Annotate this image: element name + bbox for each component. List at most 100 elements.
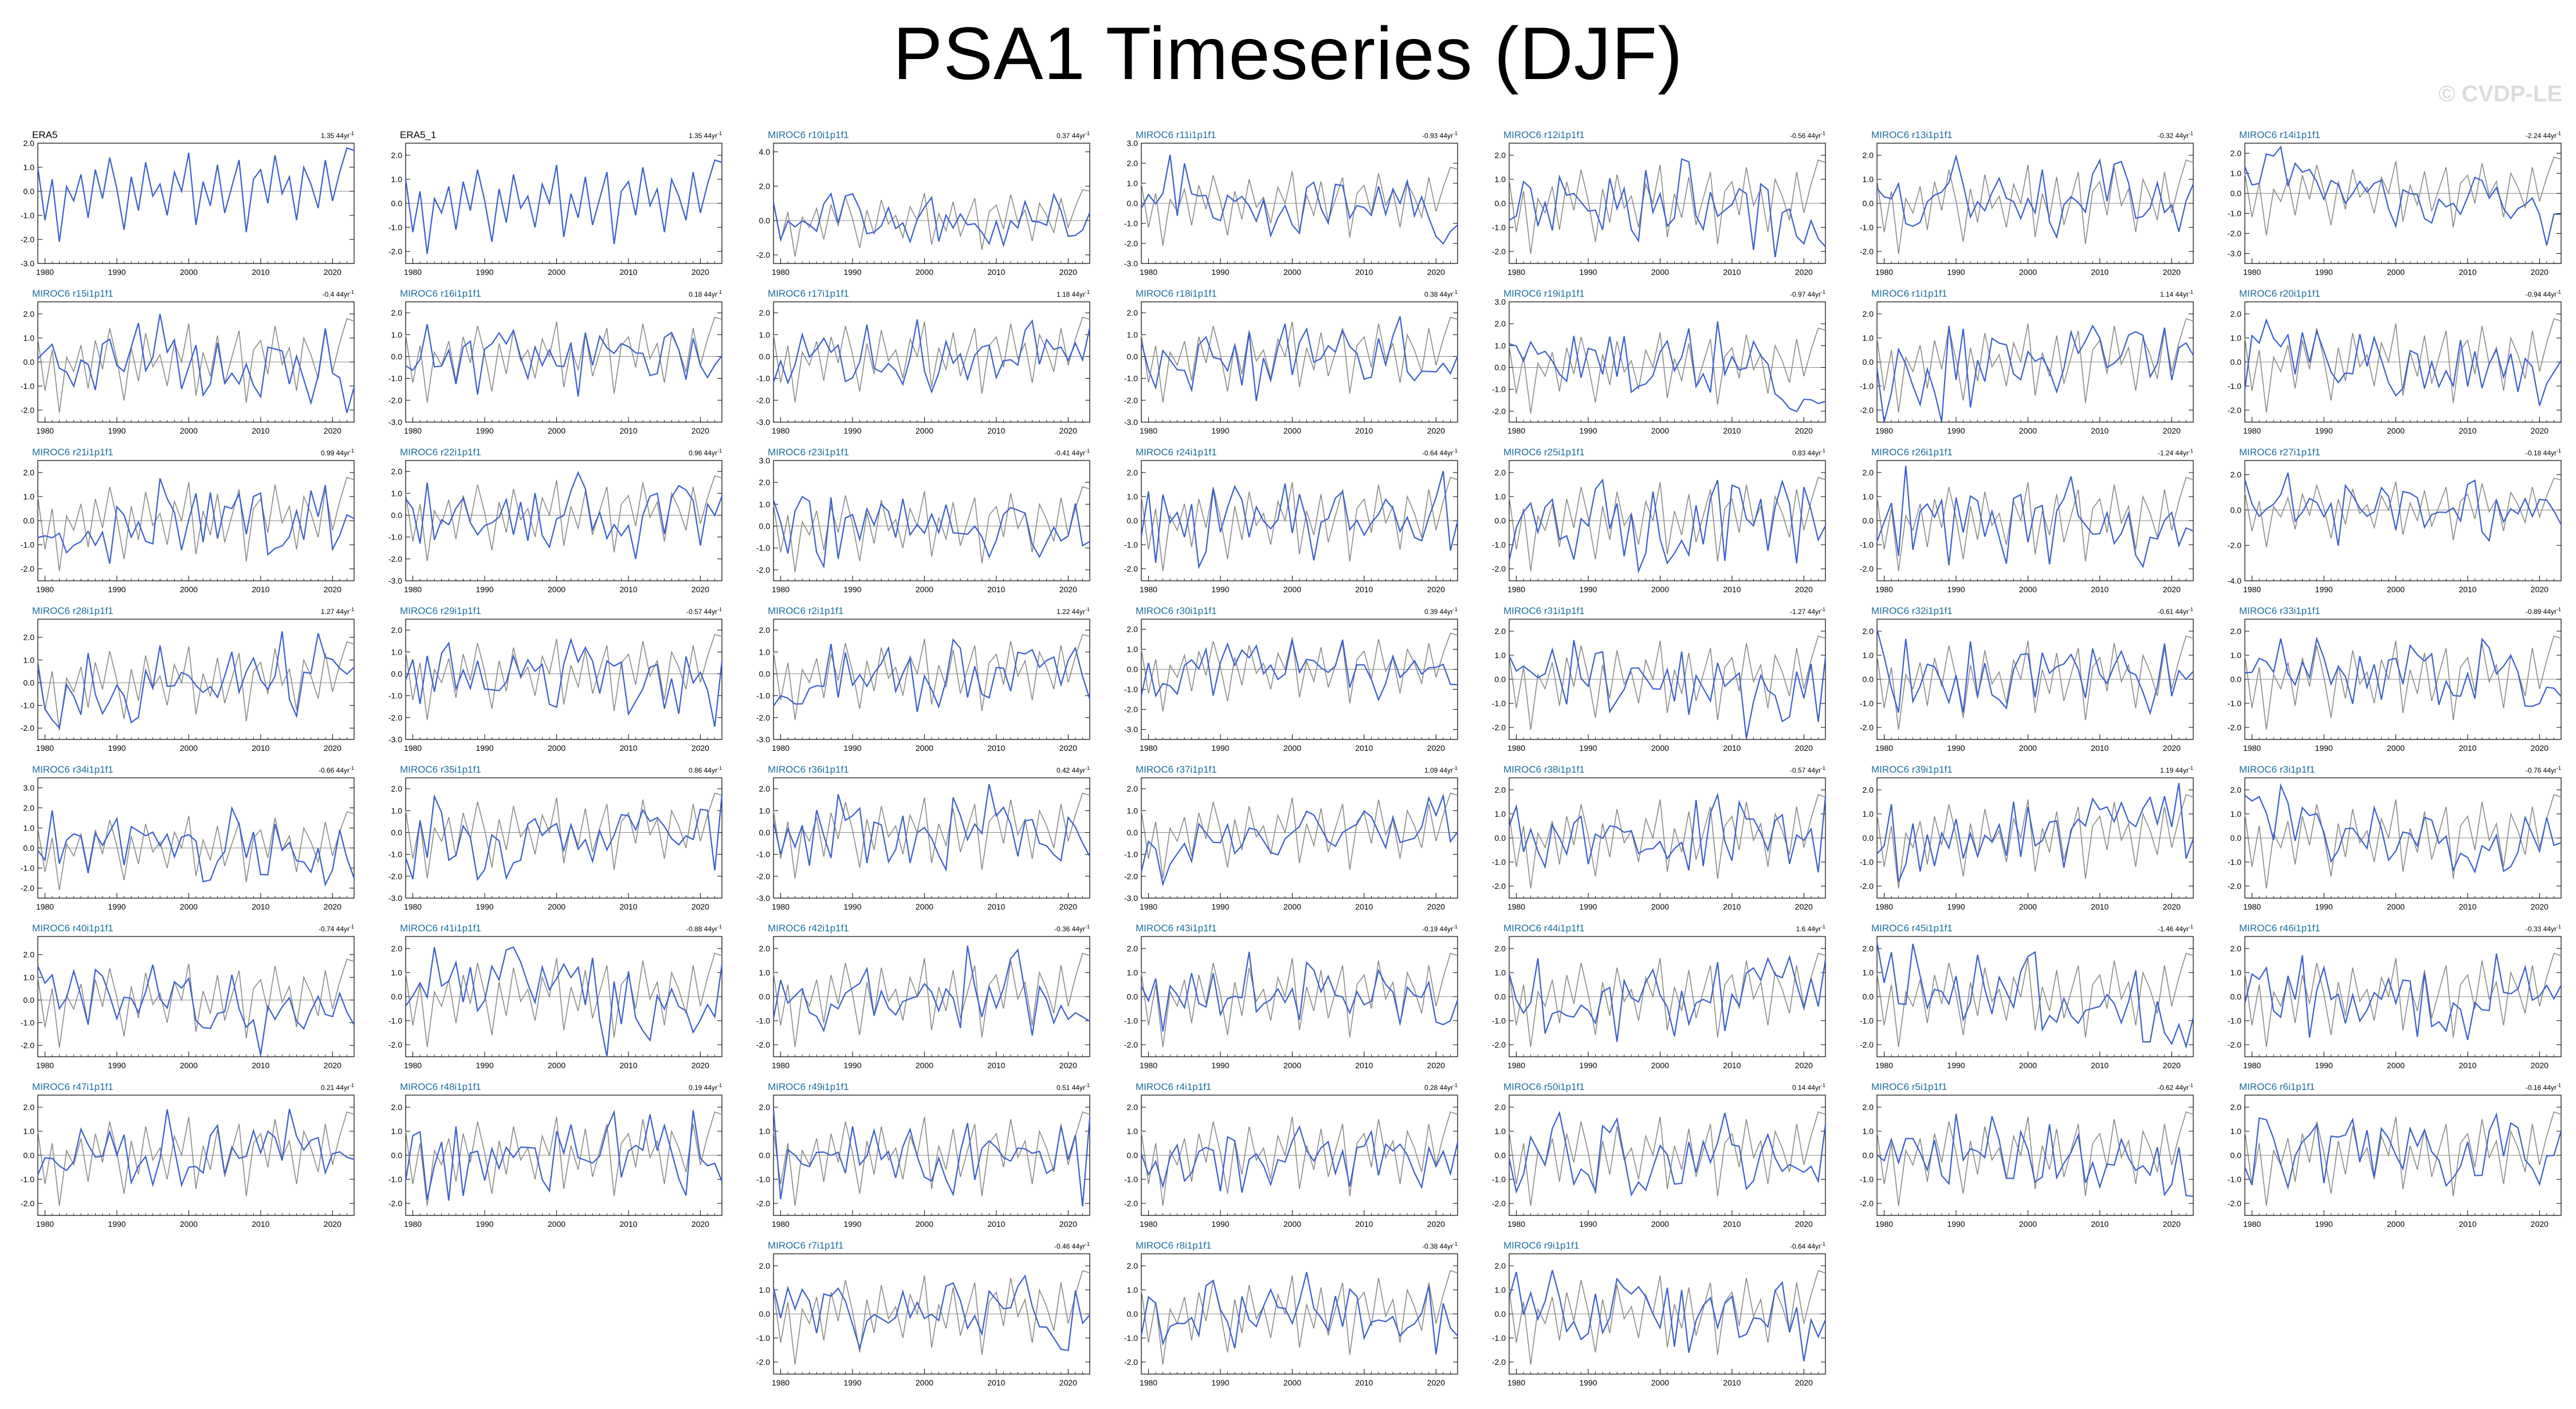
x-tick-label: 1990 (1579, 1378, 1597, 1387)
panel-label: MIROC6 r48i1p1f1 (400, 1081, 481, 1092)
y-tick-label: 0.0 (23, 516, 35, 525)
x-tick-label: 1990 (843, 743, 861, 753)
panel-label: MIROC6 r10i1p1f1 (768, 129, 849, 140)
x-tick-label: 2010 (2459, 902, 2476, 911)
trend-label: -0.94 44yr-1 (2526, 289, 2561, 298)
x-tick-label: 2010 (252, 426, 269, 435)
series-line (2244, 318, 2562, 406)
panel-label: MIROC6 r8i1p1f1 (1136, 1240, 1211, 1251)
x-tick-label: 1990 (2315, 585, 2332, 594)
y-tick-label: 2.0 (759, 1103, 771, 1112)
y-tick-label: 2.0 (391, 784, 403, 793)
y-tick-label: 1.0 (1863, 968, 1874, 977)
y-tick-label: -2.0 (21, 564, 34, 573)
plot-frame (773, 143, 1090, 264)
chart-panel: MIROC6 r30i1p1f1 0.39 44yr-1 2.0 1.0 0.0 -1.0… (1124, 605, 1458, 753)
x-tick-label: 2020 (324, 902, 341, 911)
y-tick-label: 2.0 (2231, 944, 2242, 953)
y-tick-label: -2.0 (388, 872, 402, 881)
x-tick-label: 2020 (1059, 267, 1077, 277)
series-line (2244, 783, 2562, 874)
x-tick-label: 2000 (916, 426, 933, 435)
x-tick-label: 2010 (2091, 1061, 2108, 1070)
panel-label: MIROC6 r11i1p1f1 (1136, 129, 1216, 140)
trend-label: 0.96 44yr-1 (689, 448, 722, 457)
y-tick-label: 1.0 (1495, 968, 1506, 977)
series-line (1140, 471, 1459, 569)
obs-reference-line (1509, 794, 1826, 889)
x-tick-label: 2000 (1651, 743, 1669, 753)
chart-panel: MIROC6 r41i1p1f1 -0.88 44yr-1 2.0 1.0 0.0 -1.… (388, 923, 723, 1070)
chart-panel: MIROC6 r44i1p1f1 1.6 44yr-1 2.0 1.0 0.0 -1.0 -… (1492, 923, 1827, 1070)
obs-reference-line (1141, 477, 1458, 572)
series-line (1140, 1272, 1458, 1355)
series-line (1509, 158, 1826, 258)
y-tick-label: -1.0 (2228, 1016, 2241, 1025)
chart-panel: MIROC6 r3i1p1f1 -0.76 44yr-1 2.0 1.0 0.0 -1.0… (2228, 764, 2562, 911)
x-tick-label: 2000 (1283, 426, 1301, 435)
y-tick-label: -2.0 (1860, 1199, 1874, 1208)
series-line (1876, 629, 2194, 715)
x-tick-label: 2010 (2091, 902, 2108, 911)
panel-label: MIROC6 r13i1p1f1 (1871, 129, 1953, 140)
x-tick-label: 2000 (2019, 426, 2037, 435)
y-tick-label: 1.0 (759, 1285, 771, 1294)
panel-label: MIROC6 r44i1p1f1 (1503, 923, 1585, 934)
x-tick-label: 1990 (1579, 267, 1597, 277)
y-tick-label: 0.0 (2231, 1151, 2242, 1160)
x-tick-label: 2000 (2019, 1061, 2037, 1070)
y-tick-label: -2.0 (756, 713, 770, 722)
y-tick-label: 0.0 (23, 844, 35, 853)
y-tick-label: -1.0 (1860, 1175, 1874, 1184)
y-tick-label: -2.0 (1124, 1199, 1138, 1208)
y-tick-label: 0.0 (2231, 189, 2242, 198)
x-tick-label: 2020 (2163, 426, 2181, 435)
x-tick-label: 1990 (1579, 902, 1597, 911)
y-tick-label: -1.0 (756, 1016, 770, 1025)
x-tick-label: 2020 (2531, 426, 2548, 435)
panel-label: MIROC6 r20i1p1f1 (2239, 288, 2320, 299)
x-tick-label: 1980 (1507, 743, 1525, 753)
chart-panel: MIROC6 r31i1p1f1 -1.27 44yr-1 2.0 1.0 0.0 -1.… (1492, 605, 1827, 753)
x-tick-label: 2000 (180, 426, 198, 435)
y-tick-label: -1.0 (1860, 699, 1874, 708)
x-tick-label: 1990 (476, 1061, 493, 1070)
y-tick-label: -4.0 (2228, 576, 2241, 585)
chart-panel: MIROC6 r15i1p1f1 -0.4 44yr-1 2.0 1.0 0.0 -1.0… (21, 288, 355, 435)
y-tick-label: 2.0 (759, 944, 771, 953)
x-tick-label: 1980 (772, 426, 790, 435)
y-tick-label: -1.0 (388, 223, 402, 232)
y-tick-label: -2.0 (756, 1199, 770, 1208)
y-tick-label: -2.0 (21, 406, 34, 415)
chart-panel: MIROC6 r32i1p1f1 -0.61 44yr-1 2.0 1.0 0.0 -1.… (1860, 605, 2194, 753)
obs-reference-line (773, 953, 1090, 1048)
chart-panel: MIROC6 r12i1p1f1 -0.56 44yr-1 2.0 1.0 0.0 -1.… (1492, 129, 1826, 277)
plot-frame (2244, 460, 2562, 581)
x-tick-label: 1980 (1140, 902, 1157, 911)
x-tick-label: 2000 (2019, 1219, 2037, 1229)
y-tick-label: 1.0 (23, 973, 35, 982)
panel-label: ERA5_1 (400, 129, 436, 140)
x-tick-label: 1980 (1140, 1061, 1157, 1070)
x-tick-label: 2010 (619, 585, 637, 594)
series-line (772, 495, 1090, 569)
series-line (773, 638, 1091, 713)
panel-label: MIROC6 r15i1p1f1 (32, 288, 113, 299)
trend-label: -2.24 44yr-1 (2526, 131, 2561, 140)
x-tick-label: 1980 (1507, 585, 1525, 594)
x-tick-label: 2020 (692, 585, 709, 594)
y-tick-label: -2.0 (388, 396, 402, 405)
series-line (37, 631, 355, 730)
obs-reference-line (37, 477, 355, 572)
x-tick-label: 2010 (1355, 585, 1373, 594)
series-line (772, 784, 1090, 872)
x-tick-label: 1980 (2243, 426, 2261, 435)
y-tick-label: 0.0 (1495, 199, 1506, 208)
x-tick-label: 1980 (404, 267, 422, 277)
series-line (1141, 951, 1459, 1032)
y-tick-label: -1.0 (1124, 374, 1138, 383)
x-tick-label: 2000 (2387, 426, 2405, 435)
y-tick-label: 0.0 (2231, 675, 2242, 684)
chart-panel: MIROC6 r1i1p1f1 1.14 44yr-1 2.0 1.0 0.0 -1.0 -… (1860, 288, 2194, 435)
x-tick-label: 2000 (180, 902, 198, 911)
